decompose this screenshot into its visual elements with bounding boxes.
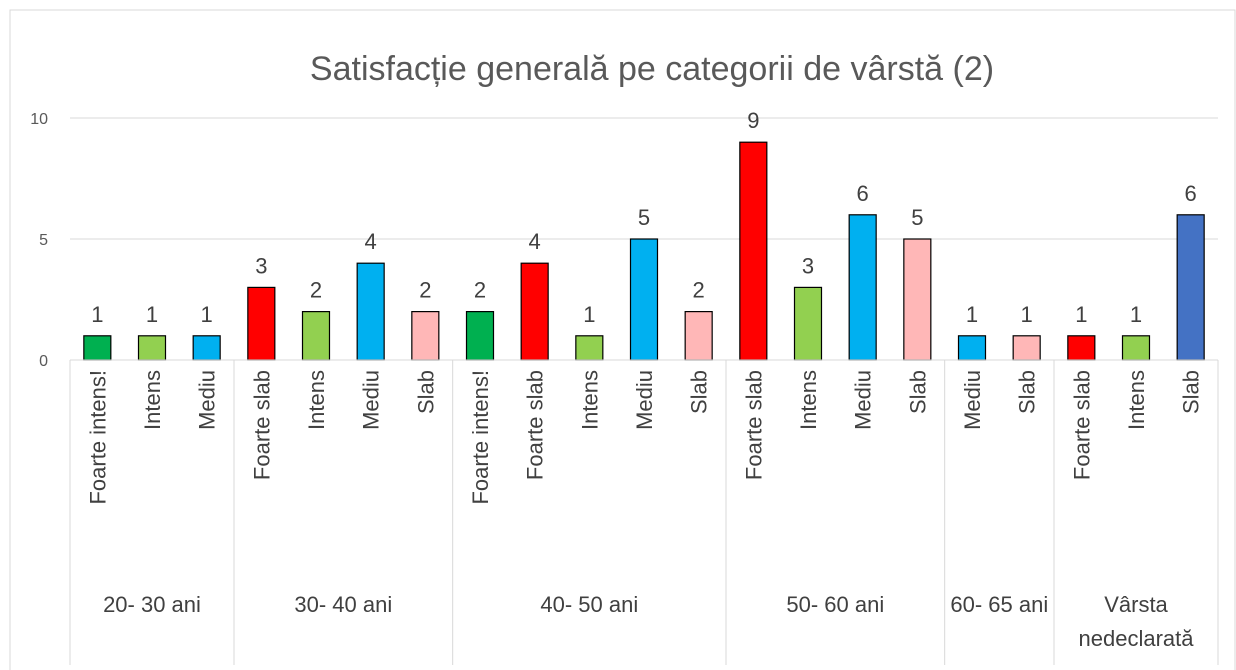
bar	[848, 214, 877, 361]
group-label: Vârsta nedeclarată	[1078, 592, 1194, 651]
bar	[1176, 214, 1205, 361]
x-tick-label: Slab	[687, 370, 712, 414]
x-tick-label: Foarte slab	[1069, 370, 1094, 480]
data-label: 1	[583, 302, 595, 327]
bar	[465, 311, 495, 361]
data-label: 1	[1021, 302, 1033, 327]
group-label: 40- 50 ani	[540, 592, 639, 617]
bar	[1121, 335, 1151, 361]
x-tick-label: Slab	[1015, 370, 1040, 414]
data-label: 2	[474, 278, 486, 303]
x-tick-label: Intens	[1124, 370, 1149, 430]
y-tick-label: 5	[39, 232, 48, 249]
data-label: 3	[255, 253, 267, 278]
x-tick-label: Mediu	[960, 370, 985, 430]
group-label: 30- 40 ani	[294, 592, 393, 617]
data-label: 5	[638, 205, 650, 230]
data-label: 6	[1185, 181, 1197, 206]
data-label: 3	[802, 253, 814, 278]
bar	[793, 286, 823, 361]
bar	[575, 335, 604, 361]
x-tick-label: Mediu	[359, 370, 384, 430]
y-tick-label: 10	[30, 111, 48, 128]
data-label: 4	[529, 229, 541, 254]
data-label: 2	[310, 278, 322, 303]
data-label: 1	[146, 302, 158, 327]
bar	[1012, 335, 1041, 361]
chart-title: Satisfacție generală pe categorii de vâr…	[310, 50, 994, 88]
data-label: 1	[91, 302, 103, 327]
x-tick-label: Foarte slab	[523, 370, 548, 480]
data-label: 2	[693, 278, 705, 303]
bar	[83, 335, 112, 361]
x-tick-label: Foarte intens!	[85, 370, 110, 505]
bar	[520, 262, 549, 361]
data-label: 2	[419, 278, 431, 303]
x-tick-label: Foarte slab	[741, 370, 766, 480]
x-tick-label: Intens	[796, 370, 821, 430]
bar	[957, 335, 987, 361]
x-tick-label: Slab	[413, 370, 438, 414]
bar	[1067, 335, 1096, 361]
bar	[629, 238, 659, 361]
data-label: 1	[201, 302, 213, 327]
group-label: 50- 60 ani	[786, 592, 885, 617]
bar	[903, 238, 932, 361]
data-label: 1	[966, 302, 978, 327]
group-label: 20- 30 ani	[103, 592, 201, 617]
bar	[739, 141, 768, 361]
x-tick-label: Mediu	[195, 370, 220, 430]
group-label: 60- 65 ani	[950, 592, 1049, 617]
data-label: 1	[1075, 302, 1087, 327]
bar	[411, 311, 440, 361]
bar	[684, 311, 713, 361]
bar	[356, 262, 385, 361]
x-tick-label: Foarte intens!	[468, 370, 493, 505]
y-tick-label: 0	[39, 353, 48, 370]
x-tick-label: Slab	[905, 370, 930, 414]
data-label: 1	[1130, 302, 1142, 327]
x-tick-label: Slab	[1179, 370, 1204, 414]
bar	[192, 335, 221, 361]
bar	[301, 311, 331, 361]
data-label: 5	[911, 205, 923, 230]
data-label: 6	[857, 181, 869, 206]
x-tick-label: Mediu	[851, 370, 876, 430]
bar	[247, 286, 276, 361]
x-tick-label: Intens	[140, 370, 165, 430]
x-tick-label: Mediu	[632, 370, 657, 430]
x-tick-label: Foarte slab	[249, 370, 274, 480]
x-tick-label: Intens	[577, 370, 602, 430]
data-label: 4	[365, 229, 377, 254]
x-tick-label: Intens	[304, 370, 329, 430]
data-label: 9	[747, 108, 759, 133]
bar	[137, 335, 167, 361]
